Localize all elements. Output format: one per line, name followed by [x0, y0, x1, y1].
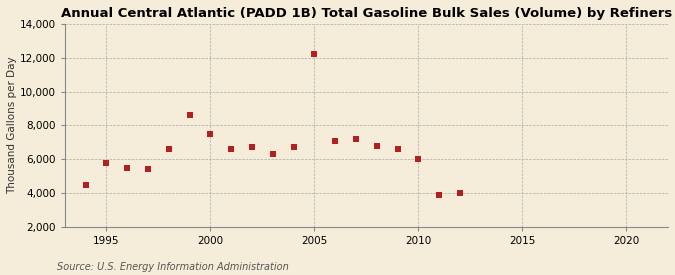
Point: [371, 144, 382, 148]
Y-axis label: Thousand Gallons per Day: Thousand Gallons per Day: [7, 57, 17, 194]
Point: [80, 183, 91, 187]
Point: [288, 145, 299, 150]
Point: [205, 132, 216, 136]
Point: [226, 147, 237, 151]
Point: [413, 157, 424, 161]
Point: [455, 191, 466, 195]
Point: [142, 166, 153, 171]
Point: [246, 145, 257, 150]
Point: [184, 113, 195, 117]
Point: [392, 147, 403, 151]
Point: [351, 137, 362, 141]
Point: [122, 166, 133, 170]
Text: Source: U.S. Energy Information Administration: Source: U.S. Energy Information Administ…: [57, 262, 289, 272]
Point: [163, 147, 174, 151]
Title: Annual Central Atlantic (PADD 1B) Total Gasoline Bulk Sales (Volume) by Refiners: Annual Central Atlantic (PADD 1B) Total …: [61, 7, 672, 20]
Point: [330, 139, 341, 143]
Point: [309, 52, 320, 57]
Point: [267, 152, 278, 156]
Point: [101, 161, 112, 165]
Point: [434, 193, 445, 197]
